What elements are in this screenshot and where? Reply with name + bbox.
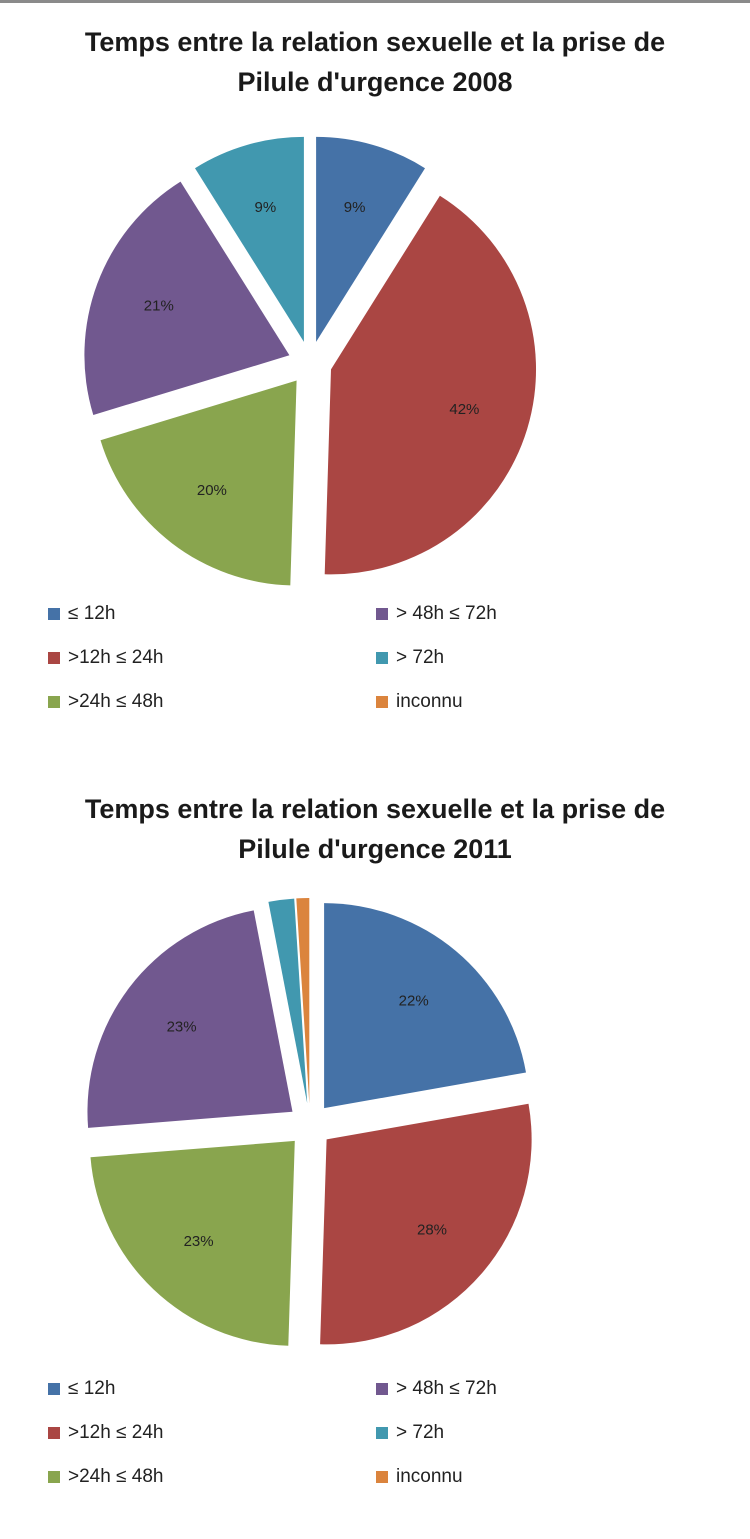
legend-label: inconnu <box>396 691 463 712</box>
legend-swatch <box>376 1427 388 1439</box>
pie-slice-24h-48h <box>100 380 297 586</box>
pie-slice-gt-72h <box>268 898 308 1104</box>
legend-swatch <box>48 1383 60 1395</box>
legend-swatch <box>376 696 388 708</box>
data-label-12h-24h: 42% <box>449 401 479 418</box>
pie-slice-48h-72h <box>84 181 290 415</box>
legend-swatch <box>48 1427 60 1439</box>
legend-swatch <box>376 608 388 620</box>
legend-label: >12h ≤ 24h <box>68 1422 164 1443</box>
legend-label: > 48h ≤ 72h <box>396 603 497 624</box>
data-label-48h-72h: 23% <box>167 1018 197 1035</box>
legend-item-12h-24h: >12h ≤ 24h <box>48 646 163 670</box>
legend-swatch <box>48 652 60 664</box>
legend-label: > 72h <box>396 647 445 668</box>
data-label-24h-48h: 23% <box>184 1233 214 1250</box>
legend-item-inconnu: inconnu <box>376 690 463 714</box>
chart-title-line-2: Pilule d'urgence 2008 <box>237 67 513 97</box>
legend-item-48h-72h: > 48h ≤ 72h <box>376 602 497 626</box>
legend-swatch <box>376 1471 388 1483</box>
data-label-12h-24h: 28% <box>417 1222 447 1239</box>
pie-plot-area: 22%28%23%23%2%1% <box>87 897 532 1346</box>
data-label-le-12h: 22% <box>399 992 429 1009</box>
legend-swatch <box>48 696 60 708</box>
legend-item-24h-48h: >24h ≤ 48h <box>48 1465 163 1489</box>
pie-slice-gt-72h <box>195 136 304 342</box>
chart-title: Temps entre la relation sexuelle et la p… <box>0 22 750 102</box>
legend-item-inconnu: inconnu <box>376 1465 463 1489</box>
chart-title-line-1: Temps entre la relation sexuelle et la p… <box>84 27 666 57</box>
legend-item-24h-48h: >24h ≤ 48h <box>48 690 163 714</box>
legend-label: >24h ≤ 48h <box>68 691 164 712</box>
legend-item-gt-72h: > 72h <box>376 1421 444 1445</box>
legend-swatch <box>48 608 60 620</box>
pie-chart-2008: Temps entre la relation sexuelle et la p… <box>0 8 750 748</box>
pie-chart-2011: Temps entre la relation sexuelle et la p… <box>0 775 750 1535</box>
pie-slice-12h-24h <box>320 1103 532 1345</box>
legend-swatch <box>376 652 388 664</box>
legend-label: >24h ≤ 48h <box>68 1466 164 1487</box>
pie-slice-le-12h <box>316 136 425 342</box>
legend-swatch <box>376 1383 388 1395</box>
legend-label: >12h ≤ 24h <box>68 647 164 668</box>
top-border <box>0 0 750 3</box>
chart-legend: ≤ 12h > 48h ≤ 72h >12h ≤ 24h > 72h >24h … <box>0 1377 750 1517</box>
data-label-gt-72h: 9% <box>255 199 277 216</box>
pie-slice-48h-72h <box>87 910 293 1128</box>
pie-plot-area: 9%42%20%21%9%0% <box>84 136 537 586</box>
legend-item-gt-72h: > 72h <box>376 646 444 670</box>
legend-swatch <box>48 1471 60 1483</box>
chart-title-line-2: Pilule d'urgence 2011 <box>238 834 512 864</box>
legend-label: > 72h <box>396 1422 445 1443</box>
legend-item-le-12h: ≤ 12h <box>48 1377 115 1401</box>
legend-label: inconnu <box>396 1466 463 1487</box>
chart-legend: ≤ 12h > 48h ≤ 72h >12h ≤ 24h > 72h >24h … <box>0 602 750 742</box>
chart-title: Temps entre la relation sexuelle et la p… <box>0 789 750 869</box>
chart-title-line-1: Temps entre la relation sexuelle et la p… <box>84 794 666 824</box>
data-label-le-12h: 9% <box>344 199 366 216</box>
legend-label: ≤ 12h <box>68 1378 116 1399</box>
legend-item-12h-24h: >12h ≤ 24h <box>48 1421 163 1445</box>
legend-label: > 48h ≤ 72h <box>396 1378 497 1399</box>
legend-item-le-12h: ≤ 12h <box>48 602 115 626</box>
pie-slice-inconnu <box>296 897 310 1103</box>
pie-slice-12h-24h <box>324 195 537 575</box>
data-label-24h-48h: 20% <box>197 482 227 499</box>
pie-slice-24h-48h <box>90 1140 295 1346</box>
data-label-48h-72h: 21% <box>144 297 174 314</box>
legend-label: ≤ 12h <box>68 603 116 624</box>
pie-slice-le-12h <box>324 903 526 1109</box>
legend-item-48h-72h: > 48h ≤ 72h <box>376 1377 497 1401</box>
